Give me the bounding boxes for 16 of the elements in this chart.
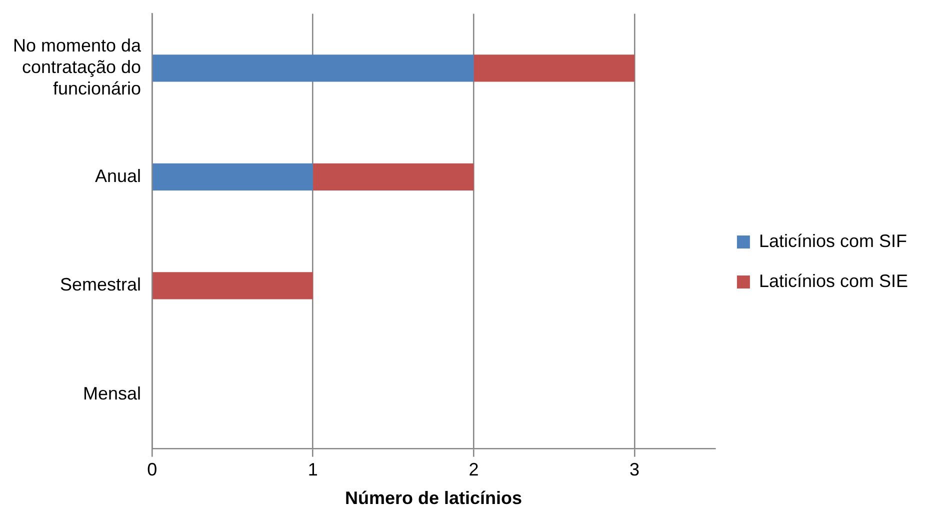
y-tick-label: Semestral <box>60 274 142 295</box>
y-tick-label: No momento da contratação do funcionário <box>12 36 142 99</box>
bar <box>152 163 313 191</box>
legend-label: Laticínios com SIF <box>758 230 907 251</box>
x-tick-label: 3 <box>630 460 640 480</box>
y-tick-label: Mensal <box>83 383 142 404</box>
x-tick-label: 1 <box>308 460 318 480</box>
x-tick-label: 2 <box>468 460 479 480</box>
legend-label: Laticínios com SIE <box>758 270 908 291</box>
bar <box>152 54 474 82</box>
x-tick-label: 0 <box>147 460 158 480</box>
bar <box>312 163 474 191</box>
x-axis-title: Número de laticínios <box>344 488 522 508</box>
y-tick-label: Anual <box>95 166 142 186</box>
bar <box>152 272 313 300</box>
bar <box>474 54 635 82</box>
